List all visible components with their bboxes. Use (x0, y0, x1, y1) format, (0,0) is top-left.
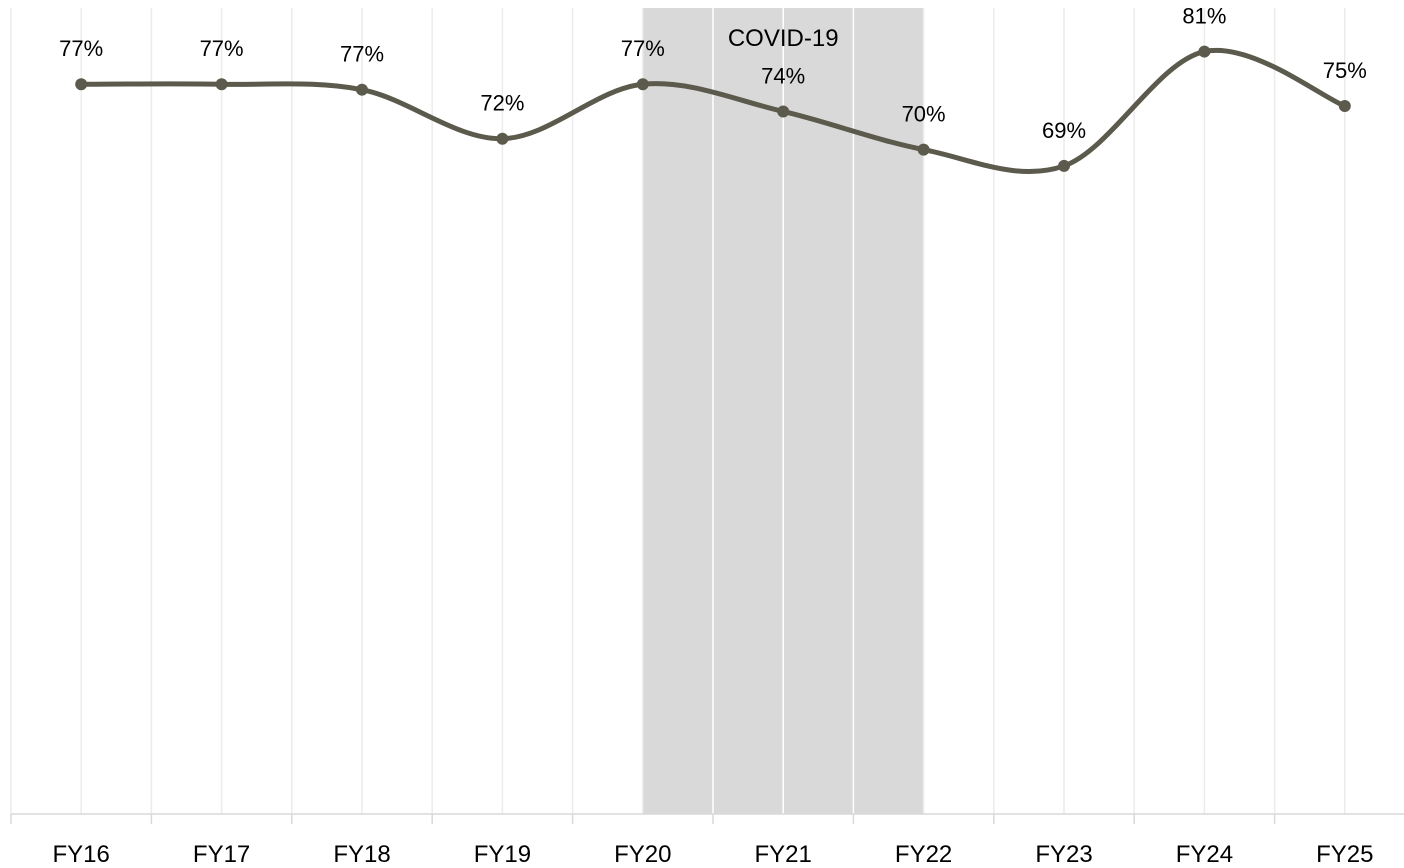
x-tick-label: FY23 (1035, 841, 1092, 868)
data-point (1058, 159, 1070, 172)
data-point (1198, 45, 1211, 58)
data-point (636, 78, 649, 91)
x-axis-tick-labels: FY16 FY17 FY18 FY19 FY20 FY21 FY22 FY23 FY24 FY25 (53, 841, 1374, 868)
data-label: 77% (200, 36, 244, 61)
covid-band-label: COVID-19 (728, 25, 839, 52)
data-point (496, 132, 509, 145)
data-label: 77% (59, 36, 103, 61)
x-tick-label: FY24 (1176, 841, 1233, 868)
data-point (777, 105, 790, 118)
data-point (917, 143, 930, 156)
data-label: 74% (761, 63, 805, 88)
data-point (75, 78, 88, 91)
x-tick-label: FY19 (474, 841, 531, 868)
data-point (1338, 100, 1351, 113)
data-point (356, 83, 368, 96)
data-label: 69% (1042, 118, 1086, 143)
data-label: 77% (621, 36, 665, 61)
x-tick-label: FY22 (895, 841, 952, 868)
x-tick-label: FY21 (755, 841, 812, 868)
data-label: 77% (340, 42, 384, 67)
x-tick-label: FY25 (1316, 841, 1373, 868)
data-label: 81% (1182, 4, 1226, 29)
data-labels: 77% 77% 77% 72% 77% 74% 70% 69% 81% 75% (59, 4, 1367, 143)
data-label: 75% (1323, 58, 1367, 83)
series-line (78, 47, 1348, 175)
data-point (215, 78, 228, 91)
x-tick-label: FY20 (614, 841, 671, 868)
data-label: 72% (480, 91, 524, 116)
data-label: 70% (902, 102, 946, 127)
x-axis-ticks (10, 814, 1276, 824)
x-tick-label: FY16 (53, 841, 110, 868)
x-tick-label: FY18 (333, 841, 390, 868)
data-points (75, 45, 1351, 172)
x-tick-label: FY17 (193, 841, 250, 868)
